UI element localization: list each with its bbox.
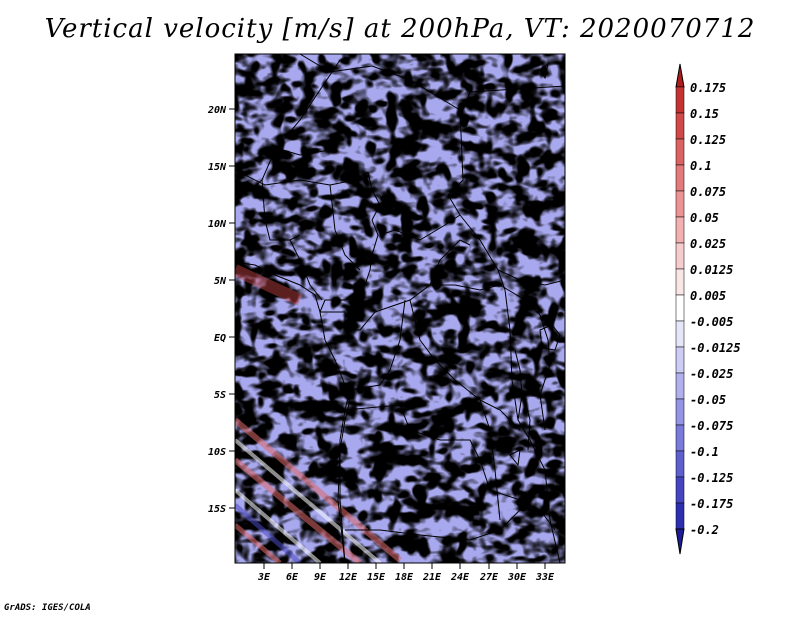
colorbar-label-2: 0.15 <box>690 107 719 121</box>
colorbar-label-10: -0.005 <box>690 315 733 329</box>
lon-label-9e: 9E <box>314 572 327 583</box>
colorbar-label-8: 0.0125 <box>690 263 733 277</box>
lon-label-21e: 21E <box>422 572 442 583</box>
colorbar-segment-17 <box>675 502 685 530</box>
colorbar-segment-7 <box>675 242 685 270</box>
lon-label-6e: 6E <box>286 572 299 583</box>
colorbar-label-6: 0.05 <box>690 211 719 225</box>
colorbar-segment-8 <box>675 268 685 296</box>
lat-label-10s: 10S <box>208 447 226 458</box>
lon-label-24e: 24E <box>450 572 470 583</box>
colorbar-segment-2 <box>675 112 685 140</box>
colorbar-segment-16 <box>675 476 685 504</box>
colorbar-label-9: 0.005 <box>690 289 726 303</box>
colorbar-segment-6 <box>675 216 685 244</box>
colorbar-label-11: -0.0125 <box>690 341 741 355</box>
colorbar-label-18: -0.2 <box>690 523 719 537</box>
lon-label-12e: 12E <box>339 572 358 583</box>
colorbar: 0.175 0.15 0.125 0.1 0.075 0.05 0.025 0.… <box>675 63 741 555</box>
colorbar-segment-12 <box>675 372 685 400</box>
colorbar-segment-10 <box>675 320 685 348</box>
lat-label-15n: 15N <box>208 162 227 173</box>
lon-label-30e: 30E <box>507 572 527 583</box>
colorbar-bottom-arrow <box>675 528 685 555</box>
lat-label-15s: 15S <box>208 504 226 515</box>
colorbar-segment-5 <box>675 190 685 218</box>
map-panel <box>235 54 565 563</box>
map-frame <box>234 53 566 564</box>
colorbar-segment-14 <box>675 424 685 452</box>
colorbar-segment-15 <box>675 450 685 478</box>
lon-label-3e: 3E <box>257 572 271 583</box>
lon-label-27e: 27E <box>479 572 499 583</box>
lat-label-eq: EQ <box>214 333 226 344</box>
lon-label-33e: 33E <box>535 572 555 583</box>
lakes-and-coastline <box>235 62 561 563</box>
latitude-axis: 20N 15N 10N 5N EQ 5S 10S 15S <box>207 105 235 515</box>
lat-label-20n: 20N <box>207 105 227 116</box>
colorbar-segment-13 <box>675 398 685 426</box>
lat-label-5s: 5S <box>214 390 226 401</box>
colorbar-top-arrow <box>675 63 685 88</box>
colorbar-label-4: 0.1 <box>690 159 712 173</box>
colorbar-label-17: -0.175 <box>690 497 733 511</box>
colorbar-segment-11 <box>675 346 685 374</box>
colorbar-label-14: -0.075 <box>690 419 733 433</box>
colorbar-label-1: 0.175 <box>690 81 726 95</box>
colorbar-label-13: -0.05 <box>690 393 726 407</box>
colorbar-segment-3 <box>675 138 685 166</box>
colorbar-segment-4 <box>675 164 685 192</box>
grads-credit: GrADS: IGES/COLA <box>4 603 91 613</box>
colorbar-label-7: 0.025 <box>690 237 726 251</box>
velocity-field-white-texture <box>235 54 565 563</box>
lon-label-15e: 15E <box>367 572 386 583</box>
lon-label-18e: 18E <box>395 572 414 583</box>
lat-label-10n: 10N <box>208 219 227 230</box>
colorbar-segment-1 <box>675 86 685 114</box>
colorbar-label-5: 0.075 <box>690 185 726 199</box>
map-title: Vertical velocity [m/s] at 200hPa, VT: 2… <box>44 14 756 44</box>
colorbar-label-16: -0.125 <box>690 471 733 485</box>
colorbar-segment-9 <box>675 294 685 322</box>
colorbar-label-15: -0.1 <box>690 445 719 459</box>
colorbar-label-3: 0.125 <box>690 133 726 147</box>
country-borders <box>235 54 565 563</box>
longitude-axis: 3E 6E 9E 12E 15E 18E 21E 24E 27E 30E 33E <box>257 563 555 583</box>
southwest-jet-streaks <box>235 264 402 563</box>
colorbar-label-12: -0.025 <box>690 367 733 381</box>
lat-label-5n: 5N <box>214 276 227 287</box>
